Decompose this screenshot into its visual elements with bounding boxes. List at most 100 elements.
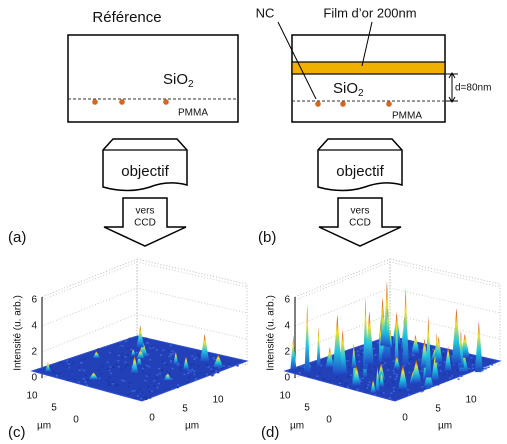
surface-noise [145,337,148,339]
surface-noise [344,386,347,388]
peak [200,334,210,362]
z-tick-label: 0 [284,373,290,384]
surface-noise [96,348,99,350]
peak [352,365,361,386]
surface-noise [471,367,474,370]
surface-noise [52,370,55,372]
surface-noise [179,366,182,369]
surface-noise [460,375,463,377]
surface-noise [106,361,109,363]
surface-noise [167,349,170,352]
surface-noise [117,344,120,346]
title: Référence [92,9,161,26]
surface-noise [112,366,115,368]
surface-noise [422,370,425,372]
surface-noise [124,356,127,358]
surface-noise [84,374,87,377]
surface-noise [197,365,200,367]
surface-noise [82,378,85,380]
surface-noise [193,358,196,360]
surface-noise [158,367,161,370]
objective [102,138,188,192]
surface-noise [410,358,413,360]
surface-noise [86,384,89,387]
surface-noise [121,369,124,371]
surface-noise [347,376,350,378]
surface-noise [442,373,445,376]
surface-noise [189,370,192,373]
surface-noise [190,364,193,366]
surface-noise [212,373,215,376]
surface-noise [159,354,162,356]
surface-noise [172,352,175,355]
nc [119,99,125,105]
surface-noise [364,385,367,388]
peak [431,352,440,381]
peak [325,347,334,368]
z-tick-label: 4 [284,321,290,332]
surface-noise [329,380,332,382]
surface-noise [206,364,209,366]
surface-noise [179,369,182,371]
surface-noise [362,363,365,365]
surface-noise [83,369,86,372]
surface-noise [115,363,118,365]
surface-noise [393,372,396,375]
objective-label: objectif [121,163,169,180]
arrow [318,197,402,247]
surface-noise [140,397,143,400]
surface-noise [356,388,359,390]
surface [283,335,502,402]
grid-line [41,287,248,327]
surface-noise [101,365,104,368]
surface-noise [155,349,158,351]
surface-noise [186,360,189,362]
surface-noise [418,367,421,370]
surface-noise [128,382,131,384]
surface-noise [67,379,70,381]
peak [304,304,310,373]
surface-noise [170,354,173,357]
peak [377,363,386,381]
surface-noise [468,367,471,370]
surface-noise [191,368,194,371]
surface-noise [168,372,171,375]
surface-noise [444,361,447,363]
surface-noise [218,366,221,369]
surface-noise [199,372,202,374]
surface-noise [172,358,175,361]
peak [130,348,136,356]
y-tick-label: 10 [465,395,477,406]
surface-noise [448,375,451,377]
panel-b: NC Film d’or 200nm d=80nm SiO2 PMMA obje… [256,5,491,247]
surface-noise [381,362,384,364]
surface-noise [191,355,194,357]
grid-line [41,261,248,301]
surface-noise [198,356,201,359]
peak [316,326,321,367]
peak [332,314,343,375]
peak [136,349,145,359]
surface-noise [408,371,411,374]
peak [380,309,387,346]
peak [45,362,51,372]
surface-noise [152,346,155,349]
surface-noise [349,374,352,377]
surface-noise [136,391,139,393]
gold-film [291,61,446,75]
surface-noise [168,355,171,358]
surface-noise [449,361,452,364]
z-tick-label: 0 [31,373,37,384]
surface-noise [165,363,168,365]
surface-noise [369,371,372,373]
surface-noise [168,387,171,390]
arrow [103,197,187,247]
surface-noise [148,390,151,393]
y-tick-label: 5 [182,404,188,415]
z-label: Intensité (u. arb.) [266,295,277,371]
surface-noise [144,396,147,398]
surface-noise [146,364,149,367]
x-tick-label: 0 [73,415,79,426]
surface-noise [358,360,361,363]
nc [386,101,392,107]
